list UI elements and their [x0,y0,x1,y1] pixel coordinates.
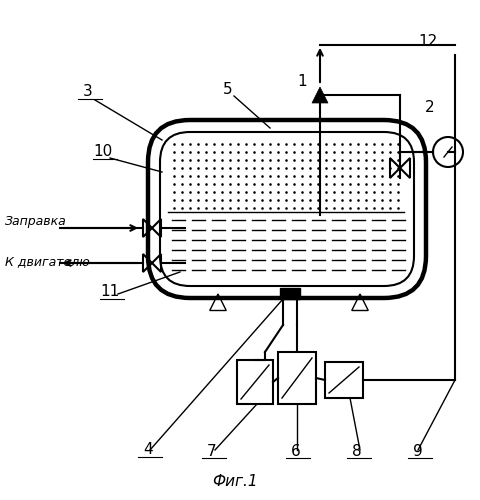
Text: 8: 8 [352,444,362,458]
FancyBboxPatch shape [160,132,414,286]
Text: 10: 10 [94,144,113,160]
Text: 6: 6 [291,444,301,458]
Text: К двигателю: К двигателю [5,256,90,268]
Text: 12: 12 [419,34,438,50]
Polygon shape [312,87,328,103]
Text: 11: 11 [100,284,120,300]
Bar [280,288,300,299]
Text: Фиг.1: Фиг.1 [212,474,258,490]
Text: 5: 5 [223,82,233,96]
FancyBboxPatch shape [148,120,426,298]
Text: 4: 4 [143,442,153,458]
Bar [237,360,273,404]
Text: 7: 7 [207,444,217,458]
Text: Заправка: Заправка [5,216,67,228]
Text: 1: 1 [297,74,307,90]
Bar [325,362,363,398]
Text: 9: 9 [413,444,423,458]
Text: 3: 3 [83,84,93,100]
Bar [278,352,316,404]
Text: 2: 2 [425,100,435,116]
